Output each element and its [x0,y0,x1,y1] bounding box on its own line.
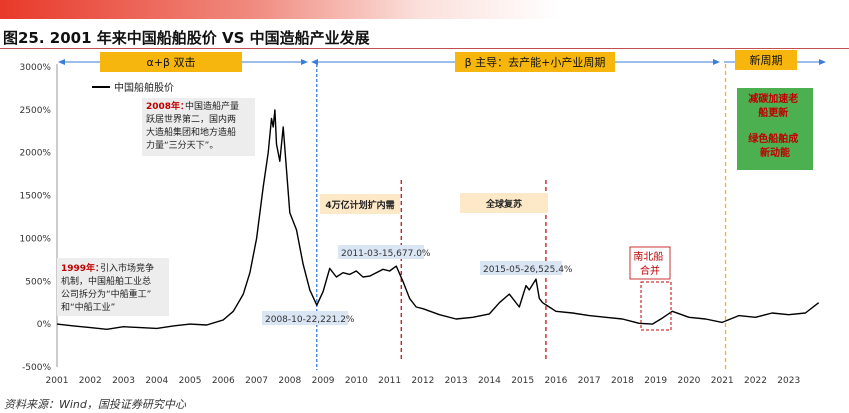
phase-box-3 [735,50,797,70]
x-tick-label: 2021 [711,376,734,386]
y-tick-labels: 3000% 2500% 2000% 1500% 1000% 500% 0% -500% [20,63,52,373]
merger-label-line-2: 合并 [640,264,660,277]
legend-label: 中国船舶股价 [114,81,174,94]
y-tick-label: 1000% [20,234,52,244]
x-tick-label: 2003 [112,376,135,386]
y-tick-label: 2500% [20,106,52,116]
point-label-2015-bg [480,261,562,275]
x-tick-label: 2015 [511,376,534,386]
merger-label-box [629,246,671,280]
x-tick-label: 2012 [411,376,434,386]
figure-title: 图25. 2001 年来中国船舶股价 VS 中国造船产业发展 [3,29,370,47]
point-label-2011-bg [338,245,424,259]
x-tick-label: 2019 [644,376,667,386]
x-tick-label: 2007 [245,376,268,386]
green-note-line-4: 绿色船舶成 [748,132,798,145]
phase-arrow-2-head-right [713,59,720,65]
y-tick-label: 0% [37,320,52,330]
green-note-box [737,88,813,170]
point-label-2015: 2015-05-26,525.4% [483,265,573,275]
stimulus-label: 4万亿计划扩内需 [325,199,394,211]
x-tick-label: 2017 [578,376,601,386]
y-tick-label: 500% [25,277,51,287]
stimulus-box [320,194,400,214]
x-tick-label: 2020 [678,376,701,386]
x-tick-label: 2002 [79,376,102,386]
title-decoration-bar [0,0,560,19]
x-tick-label: 2013 [445,376,468,386]
point-label-2008-bg [262,311,348,325]
stock-price-chart: 3000% 2500% 2000% 1500% 1000% 500% 0% -500% 200… [20,50,826,386]
phase-label-1: α+β 双击 [147,56,196,69]
annotation-1999: 1999年： 引入市场竞争 机制，中国船舶工业总 公司拆分为“中船重工” 和“中… [61,262,157,313]
x-tick-label: 2010 [345,376,368,386]
recovery-label: 全球复苏 [485,198,522,210]
source-note: 资料来源：Wind，国投证券研究中心 [4,398,186,411]
phase-label-3: 新周期 [750,53,783,67]
point-label-2011: 2011-03-15,677.0% [341,249,431,259]
phase-arrow-2-head-left [311,59,318,65]
phase-label-2: β 主导：去产能+小产业周期 [465,55,606,69]
point-label-2008: 2008-10-22,221.2% [265,315,355,325]
x-tick-label: 2006 [212,376,235,386]
green-note-line-1: 减碳加速老 [748,92,798,105]
merger-label-line-1: 南北船 [633,250,663,263]
y-tick-label: 3000% [20,63,52,73]
annotation-1999-box [57,258,169,316]
annotation-1999-line-4: 和“中船工业” [61,301,115,313]
annotation-2008-year: 2008年： [146,100,189,112]
annotation-1999-line-1: 引入市场竞争 [100,262,154,274]
x-tick-label: 2023 [777,376,800,386]
x-tick-label: 2014 [478,376,501,386]
annotation-1999-year: 1999年： [61,262,104,274]
green-note: 减碳加速老 船更新 绿色船舶成 新动能 [748,92,801,159]
annotation-2008-line-4: 力量“三分天下”。 [146,139,218,151]
x-tick-label: 2022 [744,376,767,386]
x-tick-label: 2009 [312,376,335,386]
annotation-2008-box [142,98,255,156]
annotation-1999-line-3: 公司拆分为“中船重工” [61,288,151,300]
x-tick-labels: 2001 2002 2003 2004 2005 2006 2007 2008 2009 2010… [46,376,801,386]
recovery-box [460,193,548,213]
y-tick-label: -500% [22,363,51,373]
annotation-2008-line-3: 大造船集团和地方造船 [146,126,236,138]
phase-arrow-3-head-right [819,59,826,65]
phase-box-1 [100,52,242,72]
annotation-1999-line-2: 机制，中国船舶工业总 [61,275,151,287]
event-lines [316,64,727,370]
green-note-line-2: 船更新 [758,106,788,119]
annotation-2008-line-2: 跃居世界第二，国内两 [146,113,236,125]
x-tick-label: 2011 [378,376,401,386]
green-note-line-5: 新动能 [760,146,790,159]
merger-label: 南北船 合并 [633,250,666,277]
phase-arrow-1-head-right [301,59,308,65]
merger-highlight-box [640,281,672,331]
x-tick-label: 2008 [278,376,301,386]
x-tick-label: 2004 [145,376,168,386]
series-line-china-shipbuilding [56,109,820,330]
annotation-2008-line-1: 中国造船产量 [185,100,239,112]
x-tick-label: 2018 [611,376,634,386]
y-tick-label: 2000% [20,149,52,159]
phase-box-2 [455,52,615,72]
x-tick-label: 2001 [46,376,69,386]
phase-arrow-1-head-left [58,59,65,65]
x-tick-label: 2016 [544,376,567,386]
y-tick-label: 1500% [20,192,52,202]
x-tick-label: 2005 [179,376,202,386]
annotation-2008: 2008年： 中国造船产量 跃居世界第二，国内两 大造船集团和地方造船 力量“三… [146,100,242,151]
title-underline [0,48,849,49]
